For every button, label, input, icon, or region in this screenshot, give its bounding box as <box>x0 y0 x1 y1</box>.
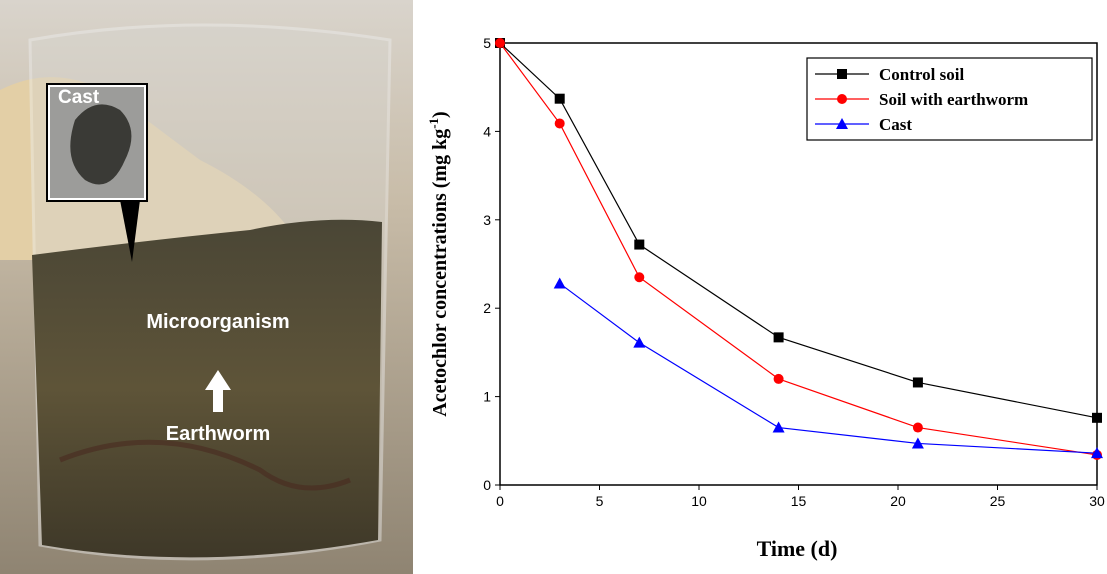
marker <box>553 277 566 289</box>
series-line <box>499 42 1098 456</box>
marker <box>634 239 645 250</box>
marker <box>634 272 645 283</box>
marker <box>554 118 565 129</box>
marker <box>912 422 923 433</box>
y-tick-label: 5 <box>483 35 491 51</box>
marker <box>495 38 505 48</box>
marker <box>911 437 924 449</box>
marker <box>837 94 847 104</box>
y-tick-label: 1 <box>483 389 491 405</box>
x-tick-label: 15 <box>791 493 807 509</box>
x-tick-label: 20 <box>890 493 906 509</box>
y-tick-label: 0 <box>483 477 491 493</box>
x-tick-label: 25 <box>990 493 1006 509</box>
photo-label: Cast <box>58 87 100 108</box>
marker <box>773 332 784 343</box>
y-axis-label-end: ) <box>429 111 451 118</box>
y-tick-label: 2 <box>483 300 491 316</box>
y-axis-label-sup: -1 <box>426 118 441 129</box>
marker <box>837 69 847 79</box>
legend-label: Soil with earthworm <box>879 90 1028 109</box>
chart: Time (d) Acetochlor concentrations (mg k… <box>426 35 1105 561</box>
arrow <box>205 370 231 412</box>
y-tick-label: 3 <box>483 212 491 228</box>
x-tick-label: 10 <box>691 493 707 509</box>
marker <box>912 377 923 388</box>
x-tick-label: 5 <box>596 493 604 509</box>
series-line <box>559 282 1098 454</box>
legend-label: Control soil <box>879 65 964 84</box>
photo-label: Earthworm <box>166 423 270 445</box>
worm-trail <box>59 439 351 491</box>
x-axis-label: Time (d) <box>757 536 838 561</box>
photo: Cast Microorganism Earthworm <box>0 0 413 574</box>
marker <box>633 336 646 348</box>
legend-frame <box>806 57 1093 141</box>
marker <box>554 93 565 104</box>
x-tick-label: 30 <box>1089 493 1105 509</box>
marker <box>1092 412 1102 423</box>
y-axis-label: Acetochlor concentrations (mg kg-1) <box>426 111 451 416</box>
marker <box>772 421 785 433</box>
series-line <box>499 42 1098 419</box>
callout-pointer <box>120 200 140 262</box>
photo-label: Microorganism <box>146 311 289 333</box>
legend-label: Cast <box>879 115 912 134</box>
marker <box>773 373 784 384</box>
cast-lump <box>70 104 132 185</box>
y-axis-label-text: Acetochlor concentrations (mg kg <box>429 129 451 417</box>
x-tick-label: 0 <box>496 493 504 509</box>
marker <box>1091 447 1103 459</box>
marker <box>836 118 848 129</box>
y-tick-label: 4 <box>483 123 491 139</box>
